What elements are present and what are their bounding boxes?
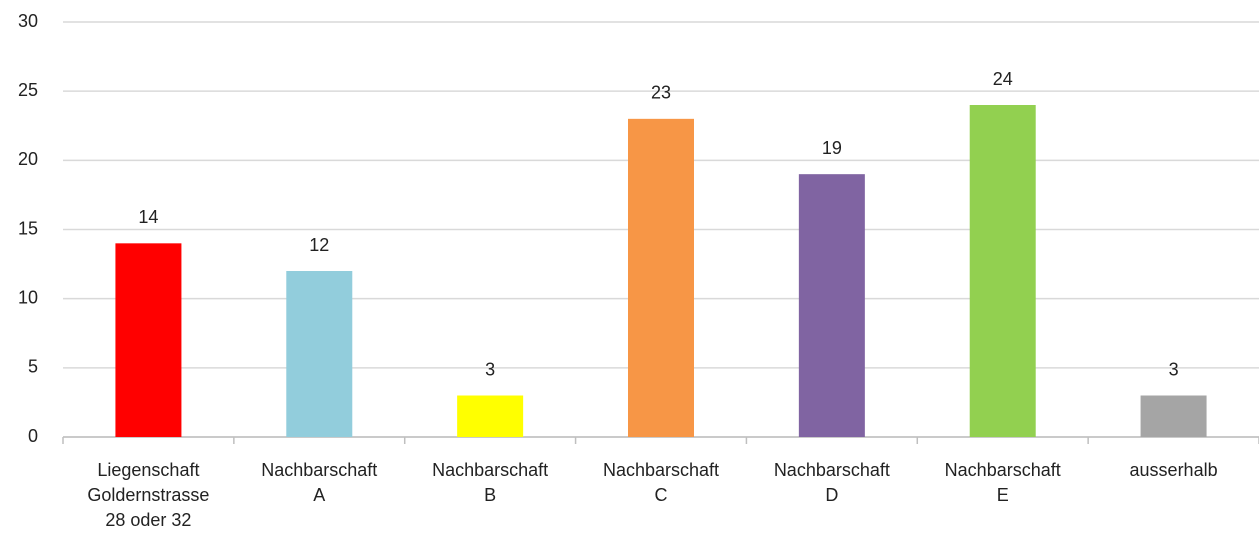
data-label: 3 (485, 359, 495, 379)
y-tick-label: 10 (18, 287, 38, 307)
x-tick-label: Nachbarschaft C (602, 460, 720, 505)
y-tick-label: 30 (18, 11, 38, 31)
x-tick-label: Nachbarschaft A (261, 460, 378, 505)
x-tick-label: ausserhalb (1129, 460, 1218, 480)
bar (1140, 395, 1207, 437)
data-label: 19 (822, 138, 842, 158)
y-tick-label: 20 (18, 149, 38, 169)
bar (286, 271, 353, 437)
data-label: 23 (651, 83, 671, 103)
y-tick-label: 25 (18, 80, 38, 100)
bar (798, 174, 865, 437)
x-tick-label: Nachbarschaft D (773, 460, 890, 505)
data-label: 3 (1169, 359, 1179, 379)
x-tick-label: Liegenschaft Goldernstrasse 28 oder 32 (87, 460, 210, 530)
y-tick-label: 5 (28, 357, 38, 377)
bar (457, 395, 524, 437)
x-tick-label: Nachbarschaft E (944, 460, 1061, 505)
data-label: 24 (993, 69, 1013, 89)
data-label: 12 (309, 235, 329, 255)
data-label: 14 (138, 207, 158, 227)
bar (115, 243, 182, 437)
bar (628, 118, 694, 437)
bar (969, 105, 1036, 437)
y-tick-label: 15 (18, 218, 38, 238)
x-tick-label: Nachbarschaft B (432, 460, 549, 505)
y-tick-label: 0 (28, 426, 38, 446)
